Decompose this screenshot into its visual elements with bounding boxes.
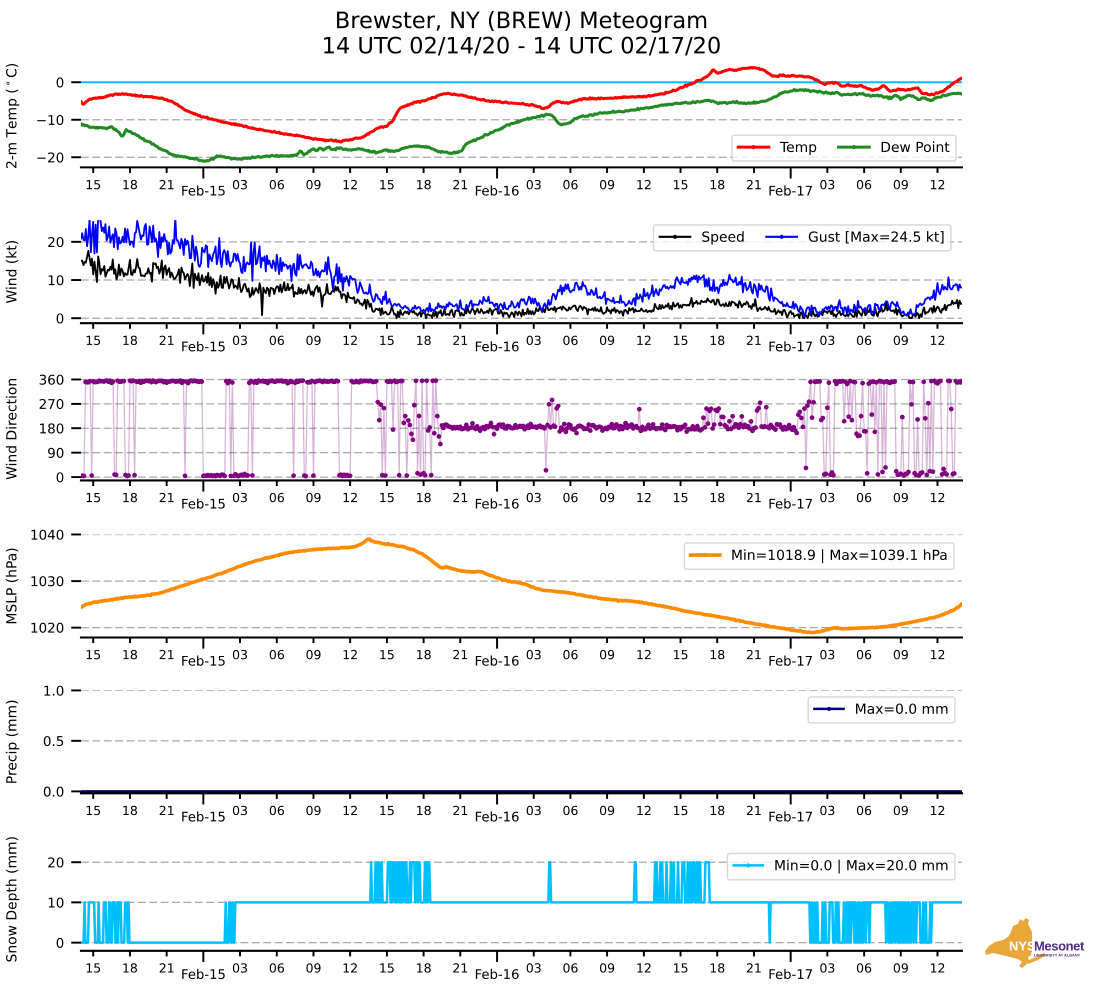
svg-text:NYS: NYS bbox=[1009, 939, 1036, 954]
svg-text:Mesonet: Mesonet bbox=[1034, 939, 1085, 954]
svg-text:UNIVERSITY AT ALBANY: UNIVERSITY AT ALBANY bbox=[1034, 953, 1081, 958]
